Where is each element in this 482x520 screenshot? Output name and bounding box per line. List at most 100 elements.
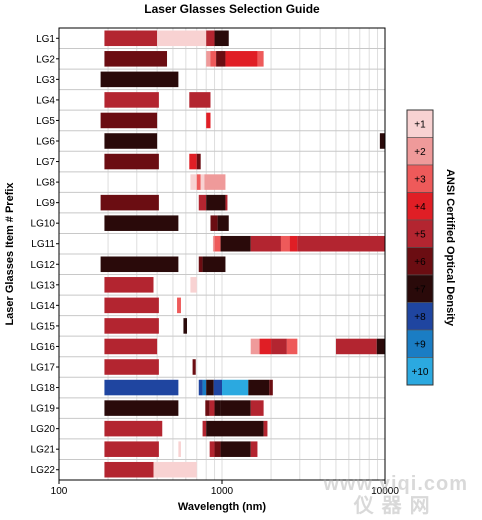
row-label-lg7: LG7 [36, 157, 55, 168]
legend-label: +8 [414, 312, 426, 323]
band-lg1 [206, 30, 215, 47]
band-lg6 [104, 133, 158, 149]
row-label-lg16: LG16 [31, 342, 56, 353]
band-lg13 [104, 277, 154, 293]
band-lg11 [280, 235, 290, 252]
band-lg18 [206, 379, 214, 396]
watermark-brand: 仪器网 [353, 495, 438, 517]
band-lg12 [100, 256, 179, 273]
row-label-lg5: LG5 [36, 116, 55, 127]
band-lg22 [153, 461, 197, 478]
band-lg14 [177, 297, 181, 314]
band-lg18 [222, 379, 249, 396]
band-lg2 [225, 51, 258, 67]
row-label-lg12: LG12 [31, 260, 56, 271]
band-lg16 [271, 338, 287, 355]
row-label-lg21: LG21 [31, 445, 56, 456]
band-lg17 [192, 359, 196, 375]
legend-label: +5 [414, 229, 426, 240]
band-lg11 [250, 235, 281, 252]
legend-label: +9 [414, 339, 426, 350]
band-lg22 [104, 461, 154, 478]
band-lg15 [104, 318, 159, 334]
x-tick-label: 10000 [371, 486, 399, 497]
row-label-lg20: LG20 [31, 424, 56, 435]
x-tick-label: 1000 [211, 486, 234, 497]
legend-label: +10 [412, 367, 429, 378]
row-label-lg8: LG8 [36, 178, 55, 189]
band-lg21 [104, 441, 159, 457]
band-lg18 [248, 379, 270, 396]
band-lg2 [206, 51, 211, 67]
watermark: www.yiqi.com 仪器网 [323, 474, 468, 516]
legend-label: +4 [414, 202, 426, 213]
legend-label: +1 [414, 119, 426, 130]
band-lg4 [189, 92, 211, 108]
band-lg21 [178, 441, 181, 457]
x-axis-label: Wavelength (nm) [178, 501, 267, 513]
band-lg20 [202, 420, 207, 437]
band-lg9 [198, 194, 207, 211]
band-lg18 [198, 379, 203, 396]
row-label-lg15: LG15 [31, 321, 56, 332]
band-lg18 [269, 379, 273, 396]
band-lg2 [210, 51, 217, 67]
band-lg8 [196, 174, 201, 190]
band-lg16 [376, 338, 385, 355]
row-label-lg3: LG3 [36, 75, 55, 86]
band-lg11 [297, 235, 385, 252]
band-lg5 [206, 112, 211, 129]
colorbar-label: ANSI Certified Optical Density [444, 169, 456, 327]
band-lg7 [196, 153, 201, 170]
legend-label: +3 [414, 174, 426, 185]
band-lg19 [250, 400, 264, 416]
band-lg10 [217, 215, 229, 231]
row-label-lg9: LG9 [36, 198, 55, 209]
band-lg1 [104, 30, 158, 47]
band-lg21 [250, 441, 258, 457]
legend-swatch [406, 219, 434, 248]
band-lg10 [210, 215, 218, 231]
row-label-lg17: LG17 [31, 363, 56, 374]
legend-swatch [406, 192, 434, 221]
row-label-lg4: LG4 [36, 95, 55, 106]
band-lg16 [286, 338, 298, 355]
band-lg8 [204, 174, 226, 190]
band-lg9 [225, 194, 228, 211]
band-lg2 [257, 51, 264, 67]
band-lg20 [206, 420, 264, 437]
row-label-lg6: LG6 [36, 137, 55, 148]
band-lg13 [190, 277, 197, 293]
row-label-lg2: LG2 [36, 54, 55, 65]
band-lg21 [214, 441, 221, 457]
band-lg5 [100, 112, 158, 129]
band-lg3 [100, 71, 179, 88]
band-lg8 [190, 174, 197, 190]
row-label-lg11: LG11 [31, 239, 55, 250]
row-label-lg18: LG18 [31, 383, 56, 394]
row-label-lg22: LG22 [31, 465, 56, 476]
band-lg2 [216, 51, 226, 67]
band-lg16 [104, 338, 158, 355]
band-lg8 [200, 174, 205, 190]
legend-label: +7 [414, 284, 426, 295]
band-lg16 [259, 338, 272, 355]
band-lg18 [213, 379, 222, 396]
band-lg9 [100, 194, 159, 211]
band-lg19 [220, 400, 251, 416]
band-lg2 [104, 51, 168, 67]
band-lg12 [198, 256, 203, 273]
band-lg9 [206, 194, 226, 211]
band-lg19 [205, 400, 210, 416]
band-lg12 [202, 256, 226, 273]
row-label-lg19: LG19 [31, 404, 56, 415]
band-lg18 [202, 379, 207, 396]
chart-title: Laser Glasses Selection Guide [144, 2, 320, 16]
band-lg11 [214, 235, 221, 252]
legend-swatch [406, 164, 434, 193]
band-lg21 [209, 441, 215, 457]
legend-swatch [406, 329, 434, 358]
band-lg14 [104, 297, 159, 314]
row-label-lg1: LG1 [36, 34, 55, 45]
